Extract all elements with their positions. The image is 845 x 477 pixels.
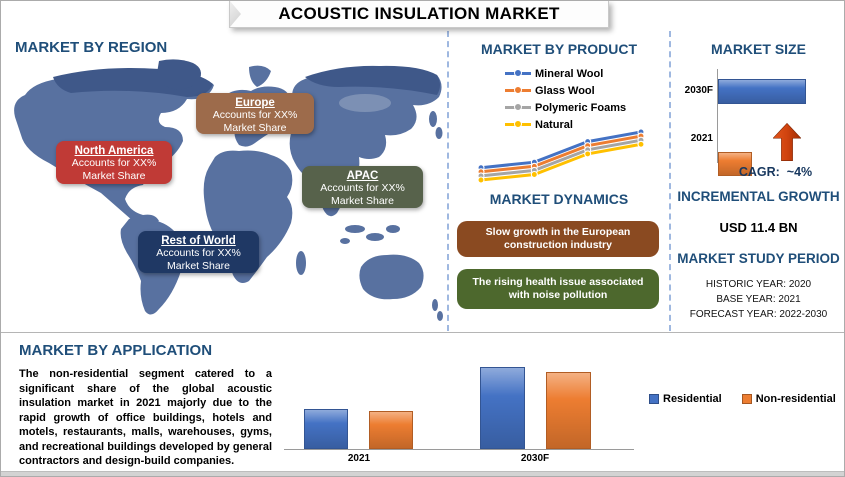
region-label-europe: Europe Accounts for XX% Market Share — [196, 93, 314, 134]
x-axis-label-2030f: 2030F — [520, 453, 550, 464]
legend-label: Residential — [663, 393, 722, 405]
dynamics-heading: MARKET DYNAMICS — [489, 191, 629, 207]
application-heading: MARKET BY APPLICATION — [19, 342, 213, 359]
bottom-border-strip — [1, 471, 844, 476]
region-name: APAC — [346, 170, 379, 182]
region-label-apac: APAC Accounts for XX% Market Share — [302, 166, 423, 208]
legend-label: Natural — [535, 118, 573, 131]
dynamics-item-noise-pollution: The rising health issue associated with … — [457, 269, 659, 309]
legend-item-residential: Residential — [649, 393, 722, 405]
legend-item-non-residential: Non-residential — [741, 393, 836, 405]
market-by-application-section: MARKET BY APPLICATION The non-residentia… — [1, 332, 844, 473]
incremental-growth-heading: INCREMENTAL GROWTH — [677, 189, 840, 204]
growth-arrow-icon — [773, 123, 801, 161]
application-bar-chart: 2021 2030F — [284, 367, 634, 464]
dynamics-item-construction: Slow growth in the European construction… — [457, 221, 659, 257]
legend-label: Mineral Wool — [535, 67, 604, 80]
title-banner: ACOUSTIC INSULATION MARKET — [229, 1, 609, 28]
legend-item-polymeric-foams: Polymeric Foams — [505, 99, 626, 116]
market-by-region-panel: MARKET BY REGION — [9, 31, 445, 331]
region-share-line: Accounts for XX% — [212, 109, 298, 121]
market-size-panel: MARKET SIZE 2030F 2021 CAGR: ~4% INCREME… — [669, 31, 844, 331]
line-marker-icon — [505, 86, 531, 95]
legend-label: Polymeric Foams — [535, 101, 627, 114]
product-line-chart — [477, 128, 645, 184]
historic-year: HISTORIC YEAR: 2020 — [705, 279, 812, 290]
application-paragraph: The non-residential segment catered to a… — [19, 368, 272, 468]
market-by-product-panel: MARKET BY PRODUCT Mineral Wool Glass Woo… — [447, 31, 669, 331]
region-share-line: Accounts for XX% — [71, 157, 157, 169]
region-panel-heading: MARKET BY REGION — [15, 39, 168, 56]
bar-2030f — [718, 79, 806, 104]
region-share-line: Market Share — [82, 170, 146, 182]
dynamics-text: The rising health issue associated with … — [472, 276, 644, 301]
region-name: Europe — [235, 97, 275, 109]
bar-residential-2030f — [480, 367, 525, 449]
product-panel-heading: MARKET BY PRODUCT — [480, 41, 638, 57]
bar-non-residential-2021 — [369, 411, 413, 449]
legend-swatch-non-residential — [741, 394, 752, 404]
study-period-heading: MARKET STUDY PERIOD — [677, 251, 840, 266]
application-chart-legend: Residential Non-residential — [649, 393, 836, 405]
market-size-heading: MARKET SIZE — [711, 41, 806, 57]
market-size-bar-chart: 2030F 2021 — [671, 67, 844, 176]
legend-swatch-residential — [649, 394, 659, 404]
forecast-year: FORECAST YEAR: 2022-2030 — [689, 309, 828, 320]
bar-non-residential-2030f — [546, 372, 591, 449]
region-name: North America — [74, 145, 154, 157]
line-marker-icon — [505, 103, 531, 112]
incremental-growth-value: USD 11.4 BN — [719, 220, 798, 235]
legend-label: Glass Wool — [535, 84, 595, 97]
legend-item-natural: Natural — [505, 116, 626, 133]
bar-2021 — [718, 152, 752, 176]
region-share-line: Accounts for XX% — [156, 247, 241, 259]
region-label-north-america: North America Accounts for XX% Market Sh… — [56, 141, 172, 184]
region-share-line: Market Share — [166, 260, 231, 272]
chart-axis-line — [717, 69, 718, 163]
study-period-lines: HISTORIC YEAR: 2020 BASE YEAR: 2021 FORE… — [671, 277, 844, 322]
cagr-label: CAGR: — [738, 165, 780, 179]
bar-residential-2021 — [304, 409, 348, 449]
legend-label: Non-residential — [755, 393, 836, 405]
dynamics-text: Slow growth in the European construction… — [485, 226, 631, 251]
cagr-value: CAGR: ~4% — [671, 165, 844, 179]
region-share-line: Market Share — [223, 122, 287, 134]
legend-item-mineral-wool: Mineral Wool — [505, 65, 626, 82]
line-marker-icon — [505, 120, 531, 129]
page-title: ACOUSTIC INSULATION MARKET — [278, 4, 560, 23]
bar-label-2021: 2021 — [690, 133, 713, 144]
x-axis-label-2021: 2021 — [347, 453, 371, 464]
region-share-line: Market Share — [330, 195, 395, 207]
product-chart-legend: Mineral Wool Glass Wool Polymeric Foams … — [505, 65, 626, 133]
region-label-rest-of-world: Rest of World Accounts for XX% Market Sh… — [138, 231, 259, 273]
bar-label-2030f: 2030F — [684, 85, 713, 96]
line-marker-icon — [505, 69, 531, 78]
region-share-line: Accounts for XX% — [320, 182, 405, 194]
base-year: BASE YEAR: 2021 — [716, 294, 801, 305]
legend-item-glass-wool: Glass Wool — [505, 82, 626, 99]
region-name: Rest of World — [161, 235, 236, 247]
cagr-number: ~4% — [786, 165, 813, 179]
